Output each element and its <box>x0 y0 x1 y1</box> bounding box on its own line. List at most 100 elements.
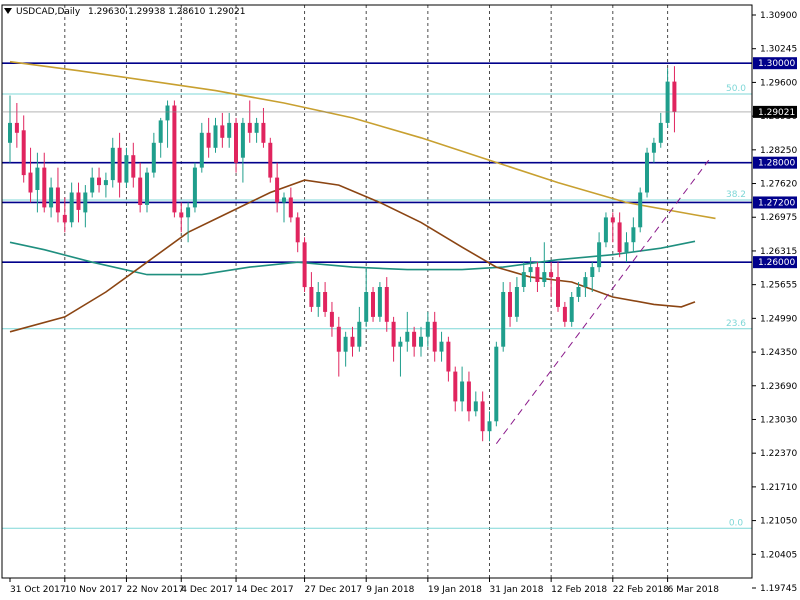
candle-body <box>665 81 670 123</box>
candle-body <box>419 336 423 347</box>
candle-body <box>432 321 437 352</box>
x-tick-label: 19 Jan 2018 <box>428 585 482 595</box>
candle-body <box>453 371 458 402</box>
triangle-down-icon[interactable] <box>4 8 12 14</box>
y-tick-label: 1.26315 <box>760 247 797 257</box>
candle-body <box>562 306 567 322</box>
current-price-tag <box>753 105 797 118</box>
symbol-label: USDCAD,Daily <box>16 7 81 17</box>
candle-body <box>597 242 602 268</box>
candle-body <box>55 187 60 213</box>
candle-body <box>234 122 238 163</box>
candle-body <box>227 122 232 138</box>
candle-body <box>323 292 328 312</box>
candle-body <box>514 287 519 317</box>
candle-body <box>535 267 540 282</box>
candle-body <box>480 401 485 432</box>
candle-body <box>76 192 81 210</box>
y-tick-label: 1.19745 <box>760 584 797 594</box>
candle-body <box>8 122 12 143</box>
candle-body <box>645 152 649 193</box>
candle-body <box>336 326 341 352</box>
candle-body <box>556 277 560 307</box>
candle-body <box>302 242 307 288</box>
candle-body <box>288 197 293 218</box>
x-tick-label: 10 Nov 2017 <box>65 585 123 595</box>
y-tick-label: 1.28250 <box>760 146 797 156</box>
candle-body <box>466 381 471 412</box>
moving-average-line <box>9 240 696 276</box>
candle-body <box>638 192 643 228</box>
y-tick-label: 1.30900 <box>760 11 797 21</box>
candle-body <box>329 311 334 327</box>
candle-body <box>83 192 88 213</box>
x-tick-label: 4 Dec 2017 <box>181 585 233 595</box>
candle-body <box>521 272 526 287</box>
candle-body <box>364 292 369 322</box>
moving-average-line <box>9 179 696 333</box>
level-price-tag-text: 1.30000 <box>758 59 795 69</box>
candle-body <box>28 172 33 193</box>
candle-body <box>206 132 211 148</box>
y-tick-label: 1.24990 <box>760 314 797 324</box>
candle-body <box>69 192 74 223</box>
x-tick-label: 31 Jan 2018 <box>490 585 544 595</box>
candle-body <box>371 292 375 317</box>
candle-body <box>158 120 163 143</box>
x-tick-label: 27 Dec 2017 <box>305 585 363 595</box>
candle-body <box>446 341 451 372</box>
level-price-tag <box>753 196 797 209</box>
y-tick-label: 1.23030 <box>760 415 797 425</box>
y-tick-label: 1.30245 <box>760 45 797 55</box>
candle-body <box>62 214 67 223</box>
candle-body <box>186 207 191 218</box>
candle-body <box>460 381 465 402</box>
candle-body <box>268 142 273 178</box>
y-tick-label: 1.26975 <box>760 213 797 223</box>
candle-body <box>439 341 444 352</box>
y-tick-label: 1.29600 <box>760 78 797 88</box>
fib-level-label: 38.2 <box>726 190 746 200</box>
level-price-tag-text: 1.26000 <box>758 258 795 268</box>
y-tick-label: 1.22370 <box>760 449 797 459</box>
candle-body <box>110 147 115 181</box>
moving-averages-layer <box>9 60 716 333</box>
candle-body <box>542 272 547 282</box>
candle-body <box>658 122 663 143</box>
y-tick-label: 1.21710 <box>760 483 797 493</box>
candle-body <box>398 341 403 347</box>
candle-body <box>377 287 382 317</box>
candle-body <box>240 122 245 158</box>
candle-body <box>97 177 101 186</box>
candle-body <box>49 187 54 208</box>
chart-header: USDCAD,Daily 1.29630 1.29938 1.28610 1.2… <box>4 7 245 17</box>
level-price-tag <box>753 57 797 70</box>
candle-body <box>275 177 280 203</box>
plot-frame <box>1 4 753 579</box>
candle-body <box>405 331 410 342</box>
candle-body <box>151 142 156 173</box>
candle-body <box>624 242 629 253</box>
candle-body <box>487 421 492 432</box>
candle-body <box>350 336 355 347</box>
level-price-tag-text: 1.27200 <box>758 198 795 208</box>
candle-body <box>14 122 19 133</box>
candle-body <box>220 125 225 138</box>
candle-body <box>576 287 581 297</box>
y-tick-label: 1.25655 <box>760 281 797 291</box>
y-tick-label: 1.27620 <box>760 180 797 190</box>
candle-body <box>261 122 266 143</box>
candle-body <box>391 321 396 347</box>
level-price-tag-text: 1.28000 <box>758 159 795 169</box>
candle-body <box>282 197 286 203</box>
candle-body <box>117 147 122 183</box>
candle-body <box>247 122 252 133</box>
candle-body <box>179 212 184 218</box>
candle-body <box>384 287 389 322</box>
candle-body <box>165 105 170 121</box>
candle-body <box>494 346 499 422</box>
candle-body <box>357 321 362 347</box>
candle-body <box>583 277 588 287</box>
